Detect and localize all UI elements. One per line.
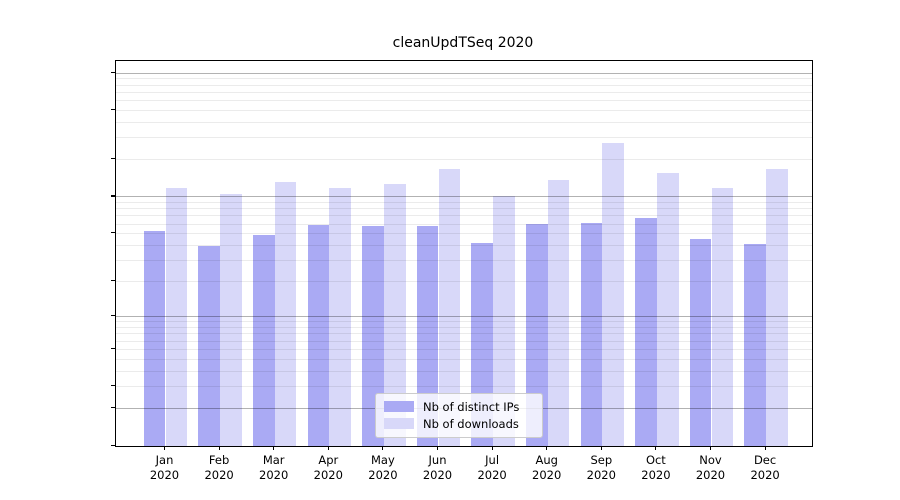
gridline-minor-800: [116, 84, 812, 86]
ytick-mark-50: [111, 232, 115, 234]
xtick-label-apr: Apr 2020: [313, 452, 343, 482]
gridline-minor-70: [116, 215, 812, 217]
ytick-mark-200: [111, 158, 115, 160]
bar-feb-downloads: [220, 194, 242, 446]
gridline-minor-900: [116, 78, 812, 80]
bar-aug-distinct-ips: [525, 223, 548, 446]
gridline-minor-60: [116, 223, 812, 225]
legend-item-downloads: Nb of downloads: [384, 416, 542, 432]
bar-aug-downloads: [547, 179, 570, 446]
xtick-label-jun: Jun 2020: [422, 452, 453, 482]
xtick-mark-jan: [163, 445, 166, 450]
xtick-mark-jun: [436, 445, 439, 450]
legend-swatch-distinct-ips: [384, 401, 414, 412]
xtick-mark-aug: [546, 445, 548, 450]
xtick-mark-feb: [218, 445, 220, 450]
bar-oct-downloads: [656, 172, 679, 446]
ytick-mark-500: [111, 108, 115, 111]
xtick-label-may: May 2020: [368, 452, 398, 482]
gridline-minor-600: [116, 100, 812, 102]
xtick-label-jul: Jul 2020: [477, 452, 507, 482]
xtick-label-aug: Aug 2020: [532, 452, 562, 482]
gridline-minor-5: [116, 348, 812, 350]
gridline-minor-7: [116, 333, 812, 335]
gridline-minor-3: [116, 370, 812, 372]
ytick-mark-1000: [111, 71, 115, 73]
ytick-mark-10: [111, 315, 115, 317]
bar-jun-downloads: [438, 168, 461, 446]
chart-title: cleanUpdTSeq 2020: [392, 35, 534, 51]
gridline-minor-6: [116, 340, 812, 342]
gridline-minor-90: [116, 202, 812, 203]
bar-sep-distinct-ips: [580, 222, 603, 446]
bar-sep-downloads: [602, 142, 625, 446]
xtick-label-feb: Feb 2020: [204, 452, 234, 482]
gridline-minor-9: [116, 321, 812, 323]
gridline-minor-700: [116, 91, 812, 93]
xtick-mark-sep: [600, 445, 602, 450]
xtick-mark-jul: [491, 445, 493, 450]
xtick-label-nov: Nov 2020: [695, 452, 726, 482]
bar-may-downloads: [383, 183, 406, 446]
bar-jul-downloads: [493, 195, 515, 446]
bar-feb-distinct-ips: [198, 246, 221, 446]
ytick-mark-1: [111, 407, 115, 409]
legend-item-distinct-ips: Nb of distinct IPs: [384, 399, 542, 415]
legend-label-downloads: Nb of downloads: [423, 416, 519, 431]
bar-may-distinct-ips: [362, 226, 384, 446]
gridline-minor-40: [116, 245, 812, 246]
gridline-major-100: [116, 196, 812, 198]
bar-nov-downloads: [711, 188, 734, 446]
ytick-mark-5: [111, 347, 115, 349]
gridline-minor-30: [116, 260, 812, 262]
bar-jan-downloads: [165, 188, 188, 446]
bar-oct-distinct-ips: [635, 217, 657, 446]
gridline-minor-20: [116, 281, 812, 283]
xtick-mark-mar: [273, 445, 275, 450]
bar-nov-distinct-ips: [689, 238, 712, 446]
ytick-mark-100: [111, 195, 115, 197]
gridline-minor-50: [116, 233, 812, 235]
grid-layer: [116, 61, 812, 446]
bar-mar-distinct-ips: [252, 235, 275, 446]
xtick-mark-nov: [709, 445, 712, 450]
bar-jun-distinct-ips: [416, 226, 439, 446]
bar-mar-downloads: [274, 181, 297, 446]
gridline-minor-500: [116, 109, 812, 111]
ytick-mark-2: [111, 385, 115, 387]
gridline-minor-200: [116, 159, 812, 161]
ytick-mark-20: [111, 280, 115, 282]
bar-dec-distinct-ips: [744, 243, 767, 446]
ytick-mark-0: [111, 444, 115, 446]
bar-dec-downloads: [766, 169, 788, 446]
legend-swatch-downloads: [384, 418, 414, 429]
xtick-mark-dec: [764, 445, 766, 450]
gridline-minor-80: [116, 208, 812, 210]
gridline-minor-8: [116, 326, 812, 328]
gridline-major-10: [116, 316, 812, 318]
xtick-label-jan: Jan 2020: [149, 452, 180, 482]
bar-jan-distinct-ips: [143, 231, 166, 446]
bar-apr-distinct-ips: [307, 225, 330, 446]
xtick-mark-oct: [655, 445, 657, 450]
xtick-label-dec: Dec 2020: [750, 452, 780, 482]
xtick-label-mar: Mar 2020: [259, 452, 289, 482]
plot-area: [115, 59, 813, 447]
gridline-minor-300: [116, 137, 812, 139]
xtick-mark-apr: [327, 445, 329, 450]
xtick-label-sep: Sep 2020: [586, 452, 616, 482]
legend-label-distinct-ips: Nb of distinct IPs: [423, 399, 520, 414]
xtick-mark-may: [382, 445, 384, 450]
gridline-minor-400: [116, 121, 812, 123]
bar-apr-downloads: [329, 188, 352, 446]
legend: Nb of distinct IPs Nb of downloads: [375, 392, 543, 438]
gridline-minor-4: [116, 358, 812, 360]
xtick-label-oct: Oct 2020: [641, 452, 671, 482]
gridline-major-1000: [116, 72, 812, 74]
gridline-minor-2: [116, 386, 812, 388]
